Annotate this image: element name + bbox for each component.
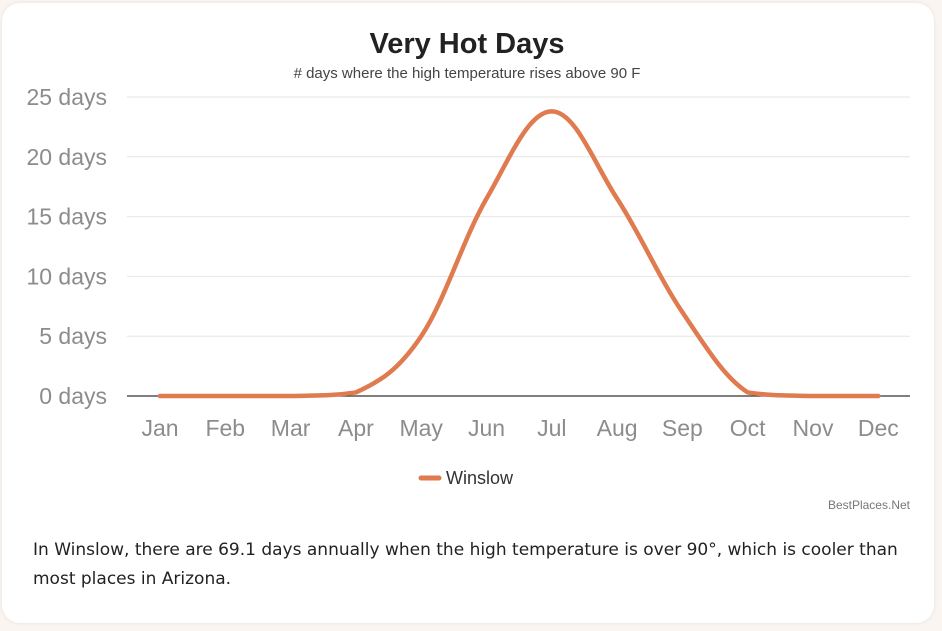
y-tick-label: 10 days bbox=[26, 263, 107, 289]
x-tick-label: Mar bbox=[271, 415, 311, 441]
chart-subtitle: # days where the high temperature rises … bbox=[294, 65, 641, 82]
data-point[interactable] bbox=[158, 394, 162, 398]
x-tick-label: Oct bbox=[730, 415, 766, 441]
data-point[interactable] bbox=[549, 109, 554, 114]
data-point[interactable] bbox=[223, 394, 228, 398]
y-tick-label: 25 days bbox=[26, 84, 107, 110]
chart-card bbox=[2, 3, 934, 623]
data-point[interactable] bbox=[680, 310, 685, 315]
data-point[interactable] bbox=[615, 196, 620, 201]
data-point[interactable] bbox=[745, 390, 750, 395]
series-line-winslow[interactable] bbox=[157, 109, 881, 399]
series-layer bbox=[157, 109, 881, 399]
source-credit: BestPlaces.Net bbox=[828, 498, 911, 512]
x-tick-label: Nov bbox=[793, 415, 834, 441]
x-tick-label: Jul bbox=[537, 415, 566, 441]
summary-text: In Winslow, there are 69.1 days annually… bbox=[33, 540, 898, 589]
data-point[interactable] bbox=[484, 196, 489, 201]
y-axis: 0 days 5 days 10 days 15 days 20 days 25 days bbox=[26, 84, 107, 409]
data-point[interactable] bbox=[288, 394, 293, 398]
data-point[interactable] bbox=[419, 334, 424, 339]
x-tick-label: Dec bbox=[858, 415, 899, 441]
chart-title: Very Hot Days bbox=[369, 28, 564, 60]
x-tick-label: Apr bbox=[338, 415, 374, 441]
x-tick-label: Jan bbox=[141, 415, 178, 441]
y-tick-label: 15 days bbox=[26, 204, 107, 230]
data-point[interactable] bbox=[353, 390, 358, 395]
x-tick-label: Aug bbox=[597, 415, 638, 441]
data-point[interactable] bbox=[811, 394, 815, 398]
y-tick-label: 0 days bbox=[39, 383, 107, 409]
data-point[interactable] bbox=[876, 394, 881, 398]
legend-label-winslow: Winslow bbox=[446, 468, 514, 488]
x-tick-label: Sep bbox=[662, 415, 703, 441]
x-tick-label: Jun bbox=[468, 415, 505, 441]
y-tick-label: 20 days bbox=[26, 144, 107, 170]
legend[interactable]: Winslow bbox=[418, 468, 514, 488]
y-tick-label: 5 days bbox=[39, 323, 107, 349]
x-tick-label: May bbox=[399, 415, 443, 441]
x-tick-label: Feb bbox=[205, 415, 245, 441]
x-axis: Jan Feb Mar Apr May Jun Jul Aug Sep Oct Nov Dec bbox=[141, 415, 898, 441]
